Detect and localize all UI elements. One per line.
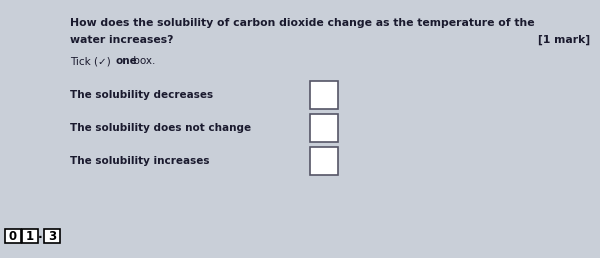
Text: 1: 1 <box>26 230 34 243</box>
Bar <box>310 114 338 142</box>
Text: 3: 3 <box>48 230 56 243</box>
Bar <box>22 229 38 243</box>
Text: Tick (✓): Tick (✓) <box>70 56 114 66</box>
Text: The solubility does not change: The solubility does not change <box>70 123 251 133</box>
Text: The solubility decreases: The solubility decreases <box>70 90 213 100</box>
Text: [1 mark]: [1 mark] <box>538 35 590 45</box>
Text: How does the solubility of carbon dioxide change as the temperature of the: How does the solubility of carbon dioxid… <box>70 18 535 28</box>
Text: 0: 0 <box>9 230 17 243</box>
Text: The solubility increases: The solubility increases <box>70 156 209 166</box>
Text: one: one <box>116 56 138 66</box>
Text: water increases?: water increases? <box>70 35 173 45</box>
Bar <box>310 81 338 109</box>
Text: .: . <box>38 229 43 241</box>
Bar <box>310 147 338 175</box>
Text: box.: box. <box>130 56 155 66</box>
Bar <box>44 229 60 243</box>
Bar <box>5 229 21 243</box>
